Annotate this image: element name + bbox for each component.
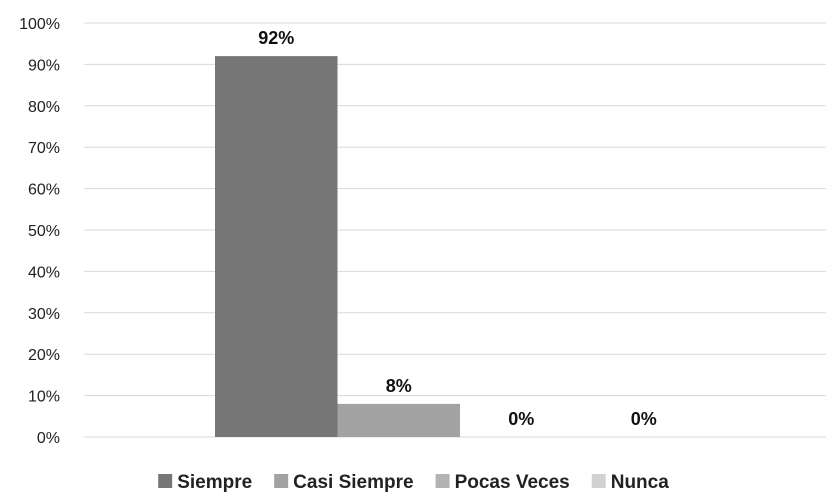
data-label: 8% bbox=[386, 376, 412, 396]
bar-siempre bbox=[215, 56, 338, 438]
y-tick-label: 60% bbox=[28, 182, 60, 199]
bar-casi-siempre bbox=[337, 403, 460, 437]
y-tick-label: 40% bbox=[28, 264, 60, 281]
y-tick-label: 70% bbox=[28, 140, 60, 157]
y-tick-label: 80% bbox=[28, 99, 60, 116]
y-tick-label: 30% bbox=[28, 306, 60, 323]
y-tick-label: 20% bbox=[28, 347, 60, 364]
y-tick-label: 10% bbox=[28, 389, 60, 406]
bars bbox=[215, 56, 460, 438]
y-tick-label: 50% bbox=[28, 223, 60, 240]
legend-label: Nunca bbox=[611, 472, 670, 493]
data-label: 0% bbox=[631, 409, 657, 429]
y-axis-ticks: 0% 10% 20% 30% 40% 50% 60% 70% 80% 90% 100% bbox=[19, 16, 60, 447]
y-tick-label: 100% bbox=[19, 16, 60, 33]
legend-label: Casi Siempre bbox=[293, 472, 413, 493]
y-tick-label: 90% bbox=[28, 57, 60, 74]
legend-label: Pocas Veces bbox=[455, 472, 570, 493]
legend-swatch bbox=[158, 474, 173, 488]
data-labels: 92% 8% 0% 0% bbox=[258, 28, 657, 429]
legend-swatch bbox=[591, 474, 606, 488]
legend: Siempre Casi Siempre Pocas Veces Nunca bbox=[158, 472, 669, 493]
legend-swatch bbox=[435, 474, 450, 488]
legend-swatch bbox=[274, 474, 289, 488]
gridlines bbox=[84, 22, 826, 438]
legend-label: Siempre bbox=[177, 472, 252, 493]
y-tick-label: 0% bbox=[37, 430, 60, 447]
data-label: 92% bbox=[258, 28, 294, 48]
data-label: 0% bbox=[508, 409, 534, 429]
